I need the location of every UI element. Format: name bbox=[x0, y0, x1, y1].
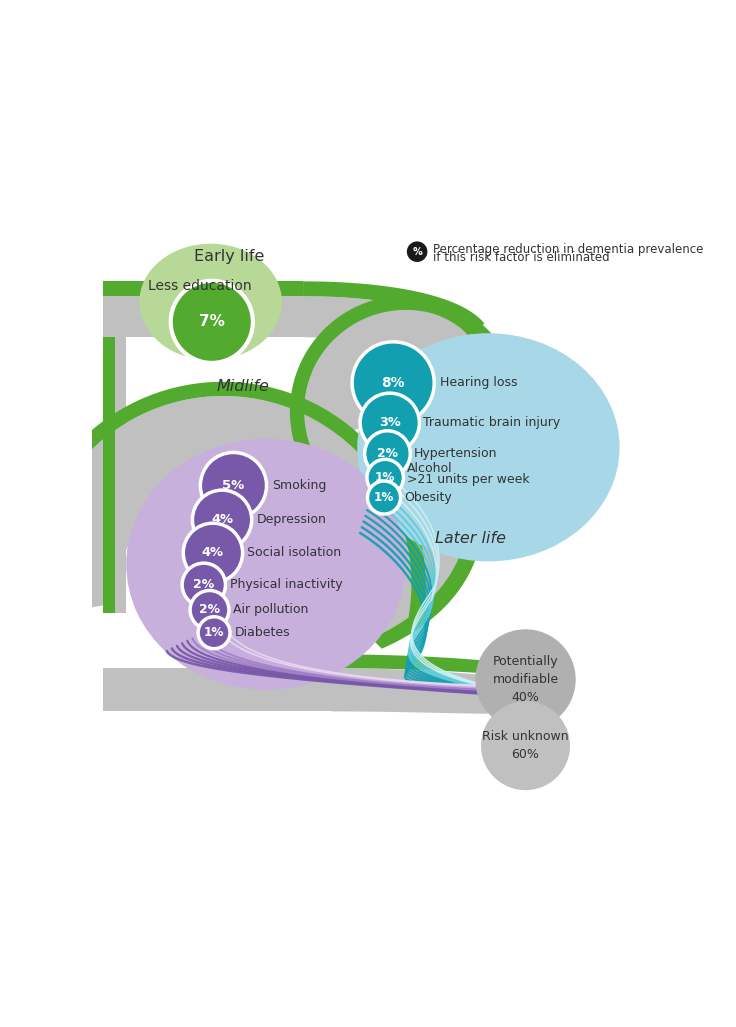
Circle shape bbox=[192, 490, 252, 549]
Text: Early life: Early life bbox=[194, 249, 264, 264]
Polygon shape bbox=[303, 281, 484, 336]
Text: Percentage reduction in dementia prevalence: Percentage reduction in dementia prevale… bbox=[433, 243, 704, 256]
Text: Midlife: Midlife bbox=[216, 379, 269, 393]
Text: 1%: 1% bbox=[375, 471, 395, 484]
Polygon shape bbox=[337, 501, 468, 639]
Text: 4%: 4% bbox=[211, 514, 233, 526]
Polygon shape bbox=[103, 337, 115, 613]
Text: 5%: 5% bbox=[222, 479, 244, 492]
Polygon shape bbox=[103, 669, 331, 712]
Circle shape bbox=[367, 481, 400, 515]
Circle shape bbox=[481, 701, 570, 790]
Text: Hypertension: Hypertension bbox=[414, 447, 498, 460]
Text: Smoking: Smoking bbox=[272, 479, 326, 492]
Text: 4%: 4% bbox=[202, 546, 224, 560]
Polygon shape bbox=[290, 296, 522, 451]
Text: 1%: 1% bbox=[374, 491, 394, 504]
Text: Hearing loss: Hearing loss bbox=[440, 376, 517, 389]
Text: Potentially
modifiable
40%: Potentially modifiable 40% bbox=[492, 655, 559, 703]
Text: 2%: 2% bbox=[377, 447, 398, 460]
Text: 2%: 2% bbox=[199, 604, 220, 616]
Text: Diabetes: Diabetes bbox=[235, 626, 290, 639]
Ellipse shape bbox=[357, 333, 620, 562]
Polygon shape bbox=[304, 310, 507, 446]
Ellipse shape bbox=[127, 439, 406, 690]
Text: Alcohol: Alcohol bbox=[407, 462, 453, 474]
Polygon shape bbox=[103, 337, 127, 613]
Ellipse shape bbox=[139, 243, 282, 360]
Text: 8%: 8% bbox=[381, 376, 405, 390]
Text: Less education: Less education bbox=[148, 279, 252, 293]
Polygon shape bbox=[303, 296, 468, 377]
Circle shape bbox=[407, 241, 428, 262]
Text: Air pollution: Air pollution bbox=[233, 604, 309, 616]
Text: 2%: 2% bbox=[193, 578, 214, 592]
Circle shape bbox=[352, 342, 434, 424]
Text: Risk unknown
60%: Risk unknown 60% bbox=[482, 730, 569, 761]
Text: 7%: 7% bbox=[199, 314, 224, 330]
Circle shape bbox=[198, 617, 230, 649]
Circle shape bbox=[367, 459, 403, 496]
Polygon shape bbox=[35, 396, 411, 617]
Text: %: % bbox=[412, 246, 422, 257]
Text: Physical inactivity: Physical inactivity bbox=[230, 578, 343, 592]
Polygon shape bbox=[103, 296, 303, 337]
Circle shape bbox=[364, 430, 410, 477]
Text: Obesity: Obesity bbox=[405, 491, 453, 504]
Text: >21 units per week: >21 units per week bbox=[407, 473, 529, 487]
Text: 3%: 3% bbox=[379, 416, 400, 429]
Circle shape bbox=[183, 523, 243, 582]
Text: Traumatic brain injury: Traumatic brain injury bbox=[422, 416, 560, 429]
Polygon shape bbox=[331, 654, 492, 674]
Text: Later life: Later life bbox=[436, 531, 506, 546]
Polygon shape bbox=[372, 509, 484, 649]
Polygon shape bbox=[331, 669, 492, 714]
Circle shape bbox=[190, 591, 229, 630]
Circle shape bbox=[200, 453, 266, 519]
Circle shape bbox=[475, 630, 576, 729]
Text: if this risk factor is eliminated: if this risk factor is eliminated bbox=[433, 251, 609, 264]
Circle shape bbox=[182, 563, 225, 607]
Circle shape bbox=[360, 393, 420, 453]
Text: Depression: Depression bbox=[256, 514, 326, 526]
Text: Social isolation: Social isolation bbox=[247, 546, 342, 560]
Polygon shape bbox=[103, 281, 303, 296]
Polygon shape bbox=[21, 382, 425, 619]
Circle shape bbox=[171, 280, 253, 363]
Text: 1%: 1% bbox=[204, 626, 224, 639]
